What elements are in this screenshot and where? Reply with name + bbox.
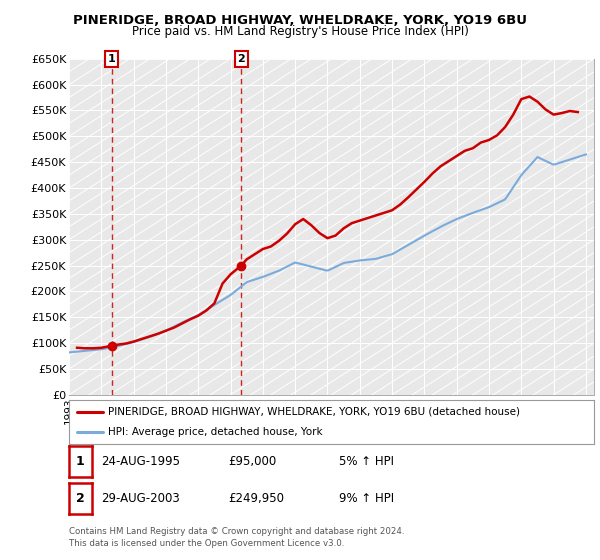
Text: 2: 2 — [76, 492, 85, 505]
Text: 24-AUG-1995: 24-AUG-1995 — [101, 455, 180, 468]
Text: 1: 1 — [76, 455, 85, 468]
Text: PINERIDGE, BROAD HIGHWAY, WHELDRAKE, YORK, YO19 6BU (detached house): PINERIDGE, BROAD HIGHWAY, WHELDRAKE, YOR… — [109, 407, 520, 417]
Text: HPI: Average price, detached house, York: HPI: Average price, detached house, York — [109, 427, 323, 437]
Text: 29-AUG-2003: 29-AUG-2003 — [101, 492, 179, 505]
Text: 1: 1 — [108, 54, 116, 64]
Text: 5% ↑ HPI: 5% ↑ HPI — [339, 455, 394, 468]
Text: PINERIDGE, BROAD HIGHWAY, WHELDRAKE, YORK, YO19 6BU: PINERIDGE, BROAD HIGHWAY, WHELDRAKE, YOR… — [73, 14, 527, 27]
Text: This data is licensed under the Open Government Licence v3.0.: This data is licensed under the Open Gov… — [69, 539, 344, 548]
Text: £249,950: £249,950 — [228, 492, 284, 505]
Text: 9% ↑ HPI: 9% ↑ HPI — [339, 492, 394, 505]
Text: £95,000: £95,000 — [228, 455, 276, 468]
Text: Contains HM Land Registry data © Crown copyright and database right 2024.: Contains HM Land Registry data © Crown c… — [69, 528, 404, 536]
Text: Price paid vs. HM Land Registry's House Price Index (HPI): Price paid vs. HM Land Registry's House … — [131, 25, 469, 38]
Text: 2: 2 — [238, 54, 245, 64]
